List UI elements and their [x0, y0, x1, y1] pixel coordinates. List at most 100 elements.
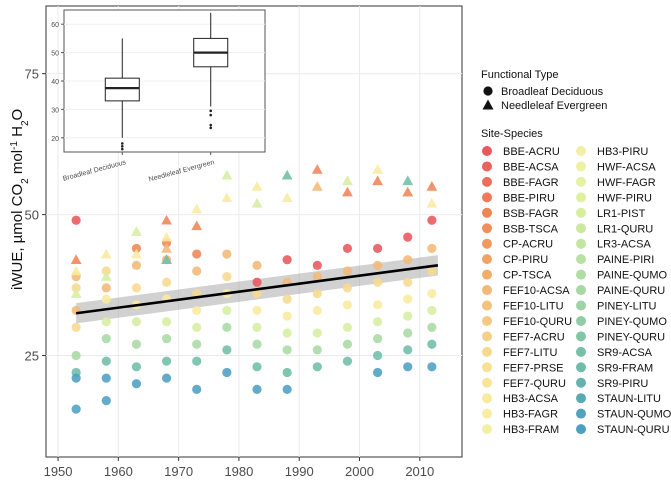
data-point-circle: [71, 283, 81, 293]
legend-color-label: FEF10-LITU: [503, 301, 564, 313]
data-point-triangle: [100, 271, 112, 281]
data-point-circle: [427, 288, 437, 299]
data-point-circle: [312, 272, 322, 282]
data-point-circle: [192, 384, 202, 394]
data-point-circle: [282, 311, 292, 321]
data-point-circle: [427, 362, 437, 372]
legend-color-swatch: [482, 393, 492, 404]
data-point-circle: [131, 243, 142, 254]
data-point-triangle: [342, 186, 353, 197]
data-point-circle: [252, 288, 262, 299]
trend-line-path: [75, 264, 439, 315]
legend-color-swatch: [482, 346, 492, 357]
inset-y-tick-label: 40: [51, 79, 59, 86]
legend-color-swatch: [482, 146, 492, 156]
legend-color-swatch: [482, 331, 492, 342]
y-tick-label: 75: [25, 67, 39, 82]
legend-color-label: PINEY-QURU: [597, 331, 665, 343]
legend-color-swatch: [576, 300, 586, 311]
data-point-circle: [372, 277, 383, 287]
x-tick-label: 2010: [405, 464, 434, 479]
legend-shape-label: Broadleaf Deciduous: [501, 86, 604, 98]
data-point-circle: [192, 266, 202, 276]
legend-color-items: BBE-ACRU BBE-ACSA BBE-FAGR BBE-PIRU BSB-FAGR…: [482, 146, 671, 436]
legend-color-label: FEF10-QURU: [503, 316, 572, 328]
data-point-circle: [282, 255, 292, 265]
data-point-triangle: [70, 265, 82, 276]
legend-color-swatch: [576, 362, 586, 373]
data-point-circle: [161, 334, 172, 344]
legend-color-swatch: [482, 424, 492, 435]
data-point-circle: [71, 404, 81, 414]
data-point-circle: [282, 328, 292, 338]
data-point-triangle: [161, 243, 172, 253]
data-point-circle: [131, 379, 142, 389]
legend-color-label: FEF7-QURU: [503, 378, 566, 390]
legend-color-swatch: [482, 269, 492, 280]
data-point-circle: [222, 249, 232, 259]
legend: Functional Type Broadleaf Deciduous Needl…: [481, 69, 671, 436]
legend-color-swatch: [576, 331, 586, 342]
legend-color-swatch: [576, 192, 586, 203]
data-point-circle: [427, 339, 437, 349]
data-point-circle: [312, 260, 322, 270]
data-point-triangle: [100, 248, 112, 259]
data-point-circle: [312, 305, 322, 316]
legend-color-label: HB3-FRAM: [503, 424, 559, 436]
data-point-circle: [222, 272, 232, 282]
legend-color-label: HB3-ACSA: [503, 393, 559, 405]
legend-color-label: HWF-ACSA: [597, 161, 656, 173]
data-point-triangle: [191, 220, 203, 231]
data-point-circle: [161, 356, 172, 366]
data-point-triangle: [191, 203, 203, 214]
box-outlier: [120, 142, 124, 145]
data-point-circle: [71, 350, 81, 361]
legend-color-swatch: [576, 424, 586, 435]
data-point-circle: [372, 350, 383, 361]
legend-color-label: BSB-TSCA: [503, 223, 559, 235]
data-point-circle: [71, 322, 81, 332]
data-point-circle: [312, 345, 322, 355]
data-point-circle: [71, 373, 81, 383]
data-point-circle: [372, 334, 383, 344]
data-point-circle: [282, 294, 292, 304]
data-point-circle: [101, 294, 111, 304]
x-tick-label: 1980: [224, 464, 253, 479]
data-point-triangle: [311, 164, 323, 174]
legend-color-swatch: [482, 254, 492, 265]
data-point-circle: [342, 283, 353, 293]
inset-gridlines: [64, 23, 265, 139]
data-point-circle: [252, 277, 262, 287]
legend-color-label: FEF7-LITU: [503, 347, 557, 359]
data-point-circle: [342, 356, 353, 366]
data-point-triangle: [311, 181, 323, 191]
data-point-triangle: [342, 175, 353, 186]
data-point-circle: [131, 362, 142, 372]
data-point-circle: [372, 300, 383, 310]
legend-color-label: STAUN-LITU: [597, 393, 661, 405]
box-outlier: [120, 147, 124, 151]
legend-color-label: STAUN-QUMO: [597, 409, 671, 421]
data-point-circle: [222, 367, 232, 378]
data-point-triangle: [281, 169, 293, 180]
legend-color-swatch: [482, 285, 492, 296]
legend-color-label: PAINE-PIRI: [597, 254, 654, 266]
legend-color-label: STAUN-QURU: [597, 424, 670, 436]
x-axis-ticks: 1950 1960 1970 1980 1990 2000 2010: [44, 457, 434, 479]
data-point-circle: [403, 255, 413, 265]
data-point-circle: [403, 328, 413, 338]
data-point-circle: [312, 328, 322, 338]
data-point-circle: [101, 283, 111, 293]
legend-color-swatch: [482, 377, 492, 388]
data-point-circle: [131, 260, 142, 270]
legend-color-swatch: [482, 408, 492, 419]
x-tick-label: 1970: [164, 464, 193, 479]
y-axis-label: iWUE, µmol CO2 mol-1 H2O: [9, 109, 31, 290]
legend-color-swatch: [576, 223, 586, 234]
legend-color-label: FEF10-ACSA: [503, 285, 570, 297]
data-point-circle: [252, 384, 262, 394]
data-point-circle: [71, 215, 81, 225]
legend-color-label: BBE-FAGR: [503, 177, 559, 189]
data-point-circle: [403, 311, 413, 321]
